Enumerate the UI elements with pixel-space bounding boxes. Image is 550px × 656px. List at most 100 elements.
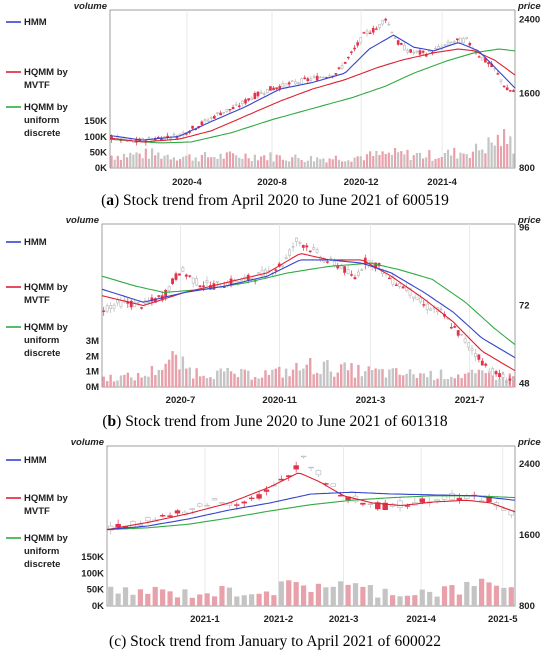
volume-bar: [229, 371, 233, 387]
candle-body: [167, 286, 171, 291]
volume-bar: [174, 597, 181, 606]
volume-bar: [357, 364, 360, 387]
candle-body: [250, 97, 254, 100]
volume-bar: [238, 157, 241, 168]
volume-bar: [439, 369, 443, 387]
candle-body: [256, 91, 260, 97]
candle-body: [477, 56, 481, 58]
caption-a-text: Stock trend from April 2020 to June 2021…: [123, 192, 449, 209]
volume-bar: [397, 596, 403, 606]
candle-body: [287, 82, 291, 85]
volume-bar: [219, 153, 222, 168]
volume-bar: [463, 373, 467, 387]
candle-body: [248, 497, 255, 500]
volume-bar: [337, 159, 341, 168]
legend-entry: HQMM by uniform discrete: [24, 533, 69, 570]
candle-body: [406, 50, 409, 53]
volume-bar: [331, 159, 334, 168]
volume-bar: [432, 380, 436, 387]
legend-entry: HMM: [24, 455, 47, 466]
candle-body: [381, 20, 384, 25]
volume-axis-label: volume: [74, 1, 108, 12]
candle-body: [225, 109, 229, 112]
volume-tick-label: 50K: [90, 147, 108, 158]
volume-bar: [295, 362, 298, 387]
volume-bar: [405, 373, 408, 387]
volume-bar: [174, 354, 178, 387]
candle-body: [356, 42, 359, 46]
volume-bar: [234, 596, 240, 606]
volume-bar: [360, 376, 364, 387]
candle-body: [434, 47, 437, 50]
x-tick-label: 2021-7: [455, 395, 485, 406]
candle-body: [203, 119, 207, 122]
candle-body: [437, 46, 440, 49]
volume-bar: [426, 377, 429, 387]
volume-bar: [195, 368, 198, 387]
candle-body: [202, 285, 205, 287]
volume-bar: [367, 366, 370, 387]
volume-bar: [375, 597, 381, 606]
legend-entry: HQMM by MVTF: [24, 282, 69, 306]
candle-body: [374, 262, 378, 269]
candle-body: [496, 73, 500, 75]
volume-bar: [219, 368, 222, 387]
volume-bar: [260, 377, 264, 387]
candle-body: [456, 330, 460, 336]
volume-bar: [105, 381, 109, 387]
candle-body: [371, 27, 375, 33]
candle-body: [231, 107, 235, 110]
candle-body: [308, 250, 312, 253]
candle-body: [397, 500, 403, 508]
candle-body: [360, 269, 364, 271]
volume-bar: [391, 368, 395, 387]
candle-body: [274, 269, 278, 271]
volume-bar: [341, 161, 344, 168]
volume-bar: [157, 152, 160, 168]
candle-body: [301, 245, 305, 248]
candle-body: [375, 28, 378, 30]
candle-body: [172, 133, 176, 136]
volume-bar: [172, 157, 175, 168]
candle-body: [159, 515, 166, 517]
candle-body: [105, 305, 109, 312]
volume-bar: [493, 145, 496, 168]
legend-entry: HQMM by MVTF: [24, 493, 69, 517]
volume-bar: [319, 159, 322, 168]
candle-body: [343, 61, 347, 64]
volume-axis-label: volume: [66, 215, 100, 226]
candle-body: [269, 86, 272, 91]
candle-body: [487, 371, 491, 374]
volume-bar: [309, 358, 312, 387]
volume-tick-label: 3M: [86, 336, 99, 347]
candle-body: [272, 87, 275, 91]
volume-bar: [306, 160, 309, 168]
candle-body: [508, 378, 512, 381]
x-tick-label: 2021-3: [356, 395, 386, 406]
candle-body: [208, 285, 212, 290]
volume-bar: [436, 378, 439, 387]
candle-body: [501, 373, 505, 378]
candle-body: [322, 76, 325, 79]
volume-bar: [404, 595, 411, 606]
candle-body: [284, 257, 288, 259]
candle-body: [213, 115, 216, 119]
hqmm-uniform-line: [106, 495, 516, 531]
candle-body: [312, 247, 316, 250]
volume-bar: [198, 376, 202, 387]
volume-bar: [470, 369, 474, 387]
volume-bar: [490, 142, 493, 168]
volume-bar: [425, 157, 428, 168]
candle-body: [109, 305, 113, 309]
candle-body: [189, 508, 196, 511]
volume-bar: [143, 375, 147, 387]
volume-bar: [512, 376, 515, 387]
volume-bar: [367, 585, 373, 606]
candle-body: [401, 286, 405, 289]
price-tick-label: 1600: [519, 530, 540, 541]
volume-bar: [150, 365, 154, 387]
volume-bar: [338, 581, 344, 606]
volume-bar: [501, 372, 505, 387]
candle-body: [303, 77, 307, 80]
volume-bar: [334, 155, 337, 168]
